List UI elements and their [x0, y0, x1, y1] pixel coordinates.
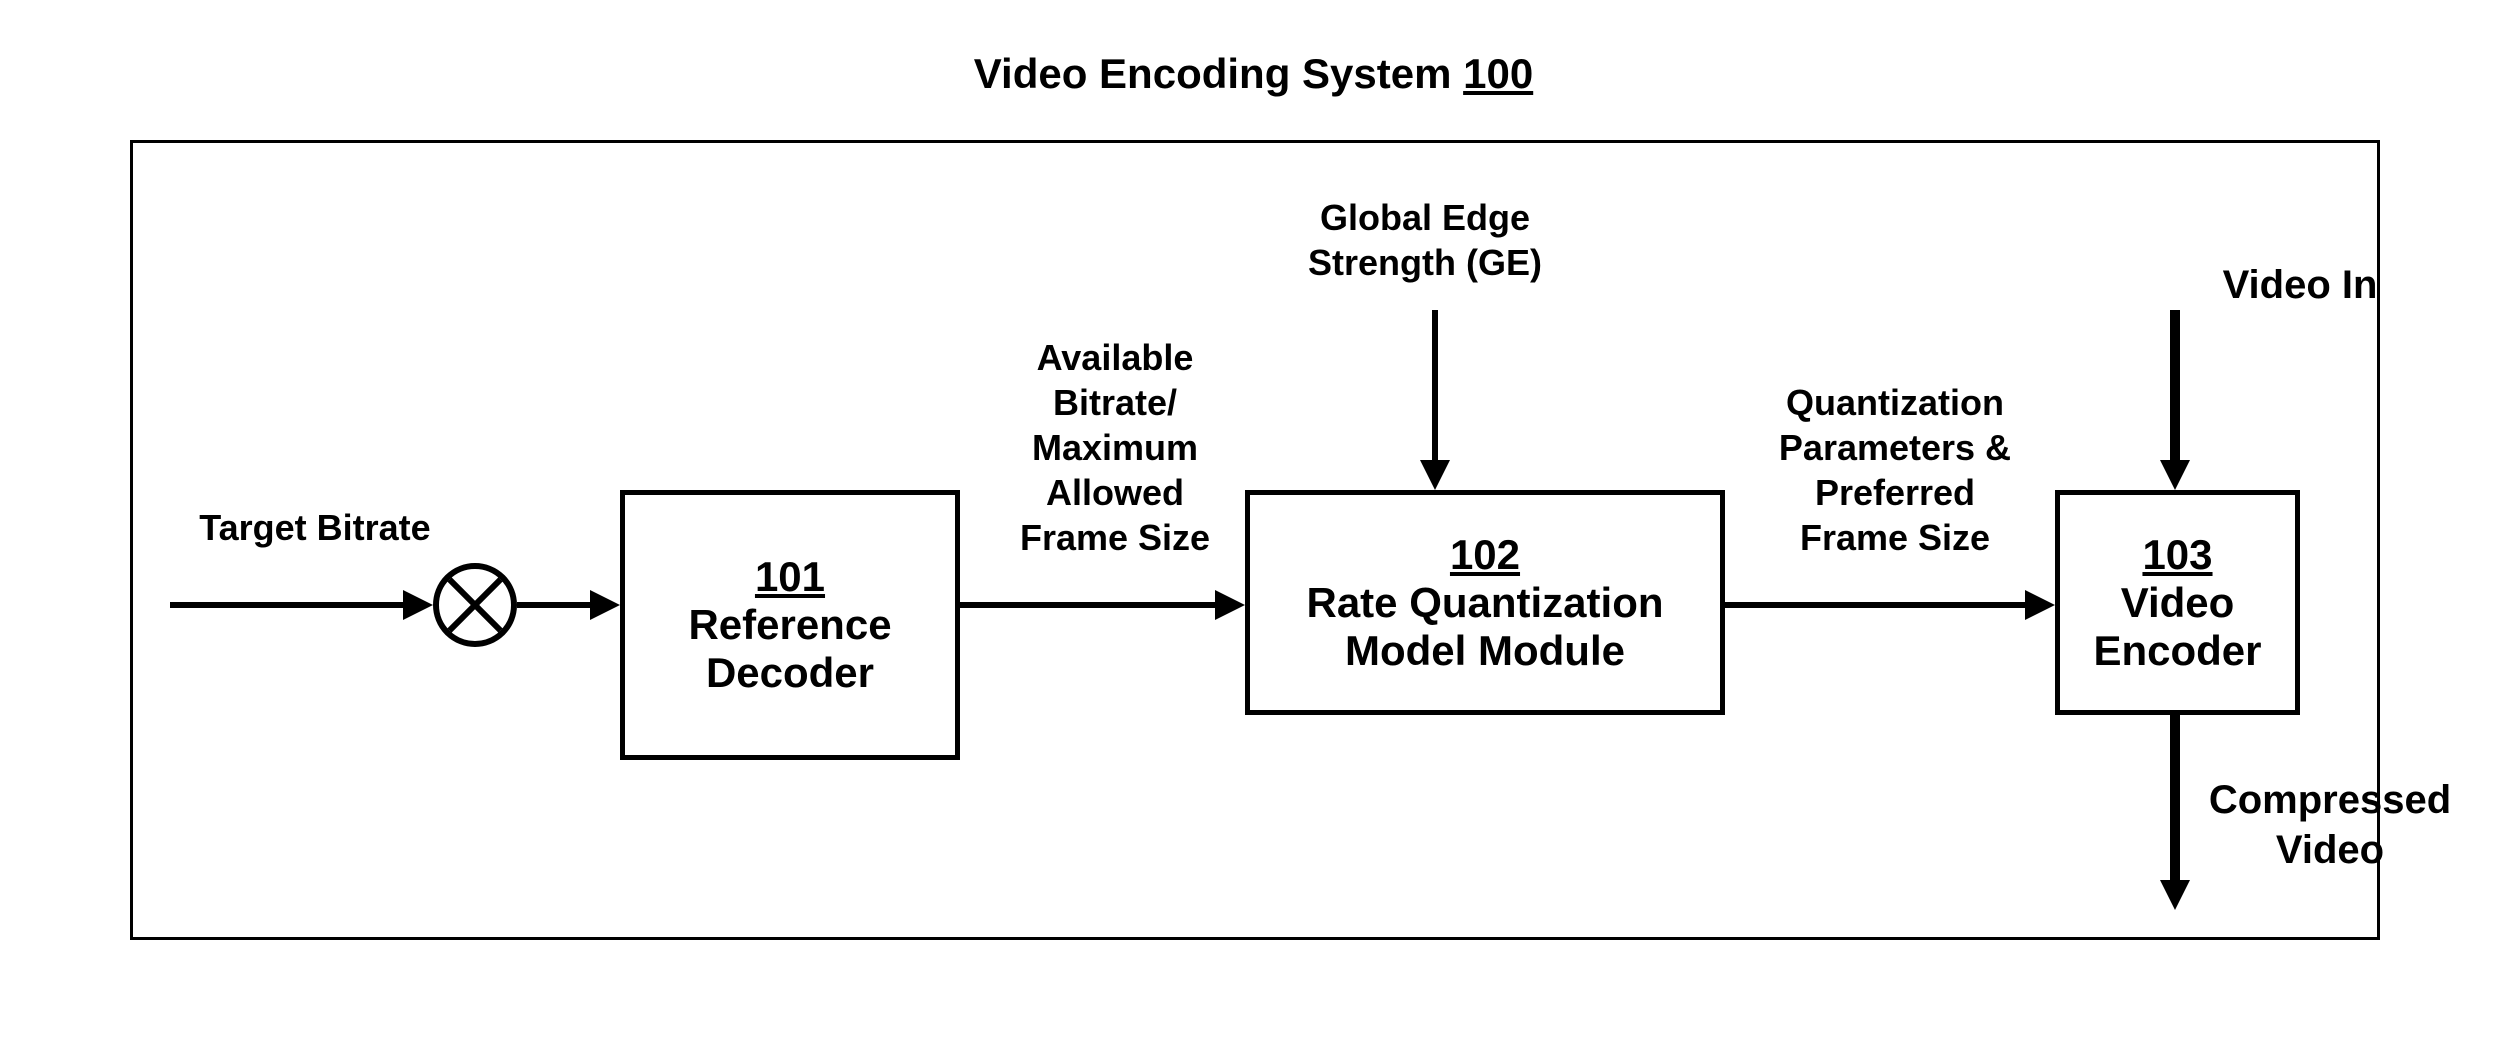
block-ref: 102: [1450, 531, 1520, 579]
reference-decoder-block: 101 ReferenceDecoder: [620, 490, 960, 760]
block-ref: 101: [755, 553, 825, 601]
target-bitrate-label: Target Bitrate: [155, 505, 475, 550]
mixer-node: [433, 563, 517, 647]
compressed-video-label: CompressedVideo: [2180, 775, 2480, 875]
block-ref: 103: [2142, 531, 2212, 579]
block-label: ReferenceDecoder: [688, 601, 891, 697]
block-label: VideoEncoder: [2093, 579, 2261, 675]
global-edge-label: Global EdgeStrength (GE): [1275, 195, 1575, 285]
video-encoder-block: 103 VideoEncoder: [2055, 490, 2300, 715]
title-text: Video Encoding System: [974, 50, 1463, 97]
diagram-title: Video Encoding System 100: [0, 50, 2507, 98]
quantization-params-label: QuantizationParameters &PreferredFrame S…: [1745, 380, 2045, 560]
video-in-label: Video In: [2200, 260, 2400, 310]
title-ref: 100: [1463, 50, 1533, 97]
diagram-canvas: Video Encoding System 100 101 ReferenceD…: [0, 0, 2507, 1048]
block-label: Rate QuantizationModel Module: [1306, 579, 1663, 675]
rate-quantization-block: 102 Rate QuantizationModel Module: [1245, 490, 1725, 715]
available-bitrate-label: AvailableBitrate/MaximumAllowedFrame Siz…: [985, 335, 1245, 560]
